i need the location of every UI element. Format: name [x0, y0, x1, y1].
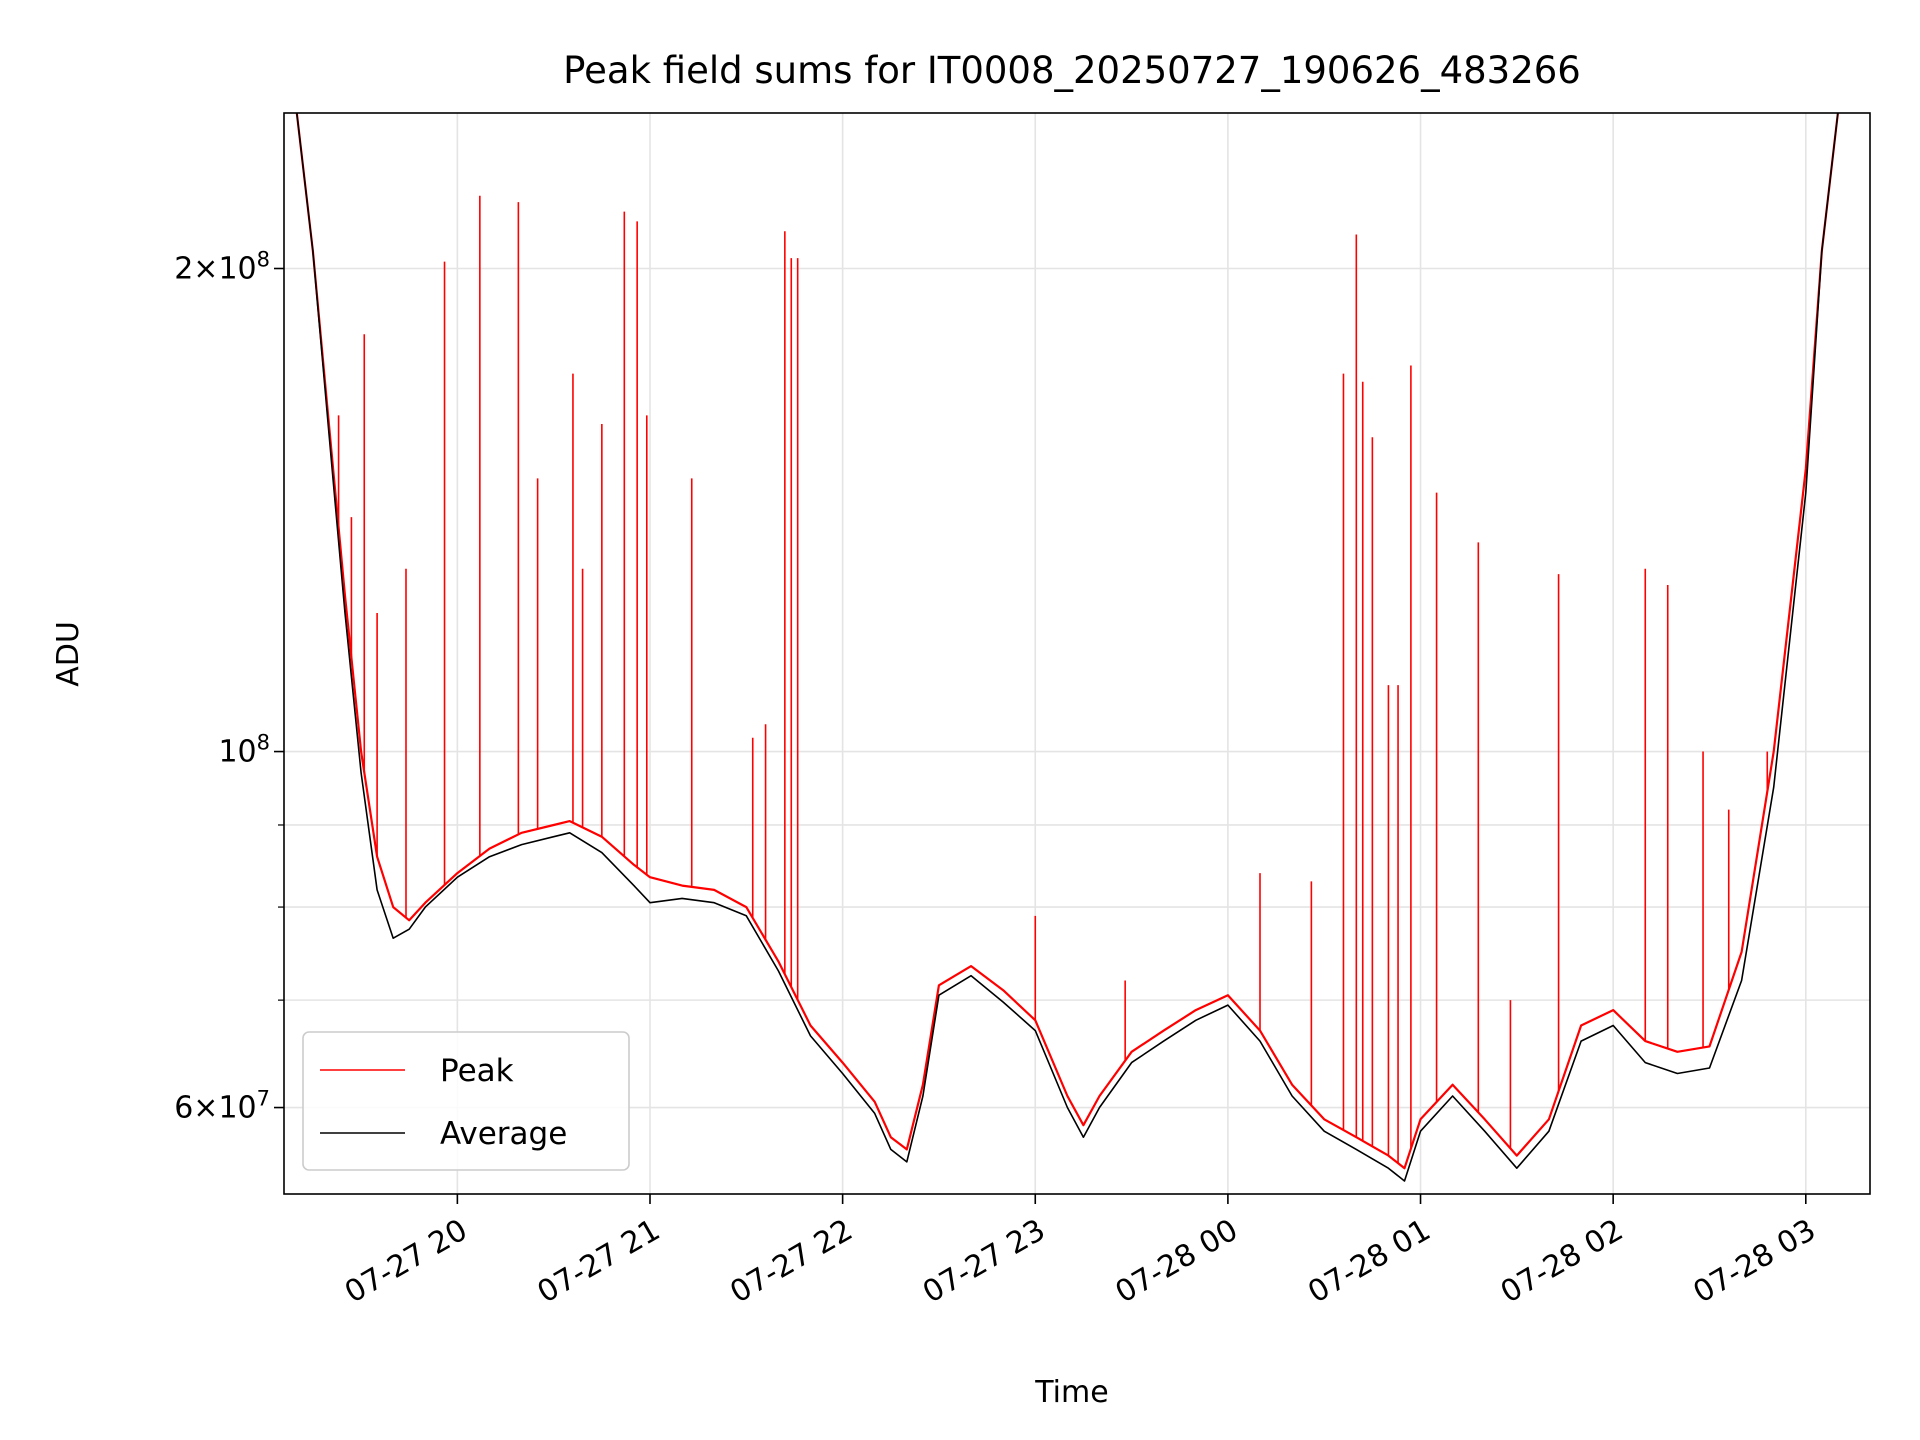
- chart-title: Peak field sums for IT0008_20250727_1906…: [563, 49, 1581, 92]
- y-tick-label: 2×108: [174, 248, 270, 287]
- y-axis: 6×107 108 2×108: [174, 248, 284, 1126]
- legend-label-peak: Peak: [440, 1053, 514, 1089]
- y-axis-label: ADU: [51, 621, 86, 687]
- series-layer: [295, 112, 1839, 1182]
- x-axis-label: Time: [1034, 1375, 1108, 1410]
- legend-label-average: Average: [440, 1116, 567, 1152]
- y-tick-label: 108: [218, 731, 270, 770]
- series-line-peak: [295, 112, 1839, 1170]
- y-tick-label: 6×107: [174, 1087, 270, 1126]
- legend-box: [302, 1031, 630, 1171]
- series-line-average: [296, 112, 1839, 1182]
- plot-frame: [283, 112, 1871, 1195]
- legend: Peak Average: [302, 1031, 630, 1171]
